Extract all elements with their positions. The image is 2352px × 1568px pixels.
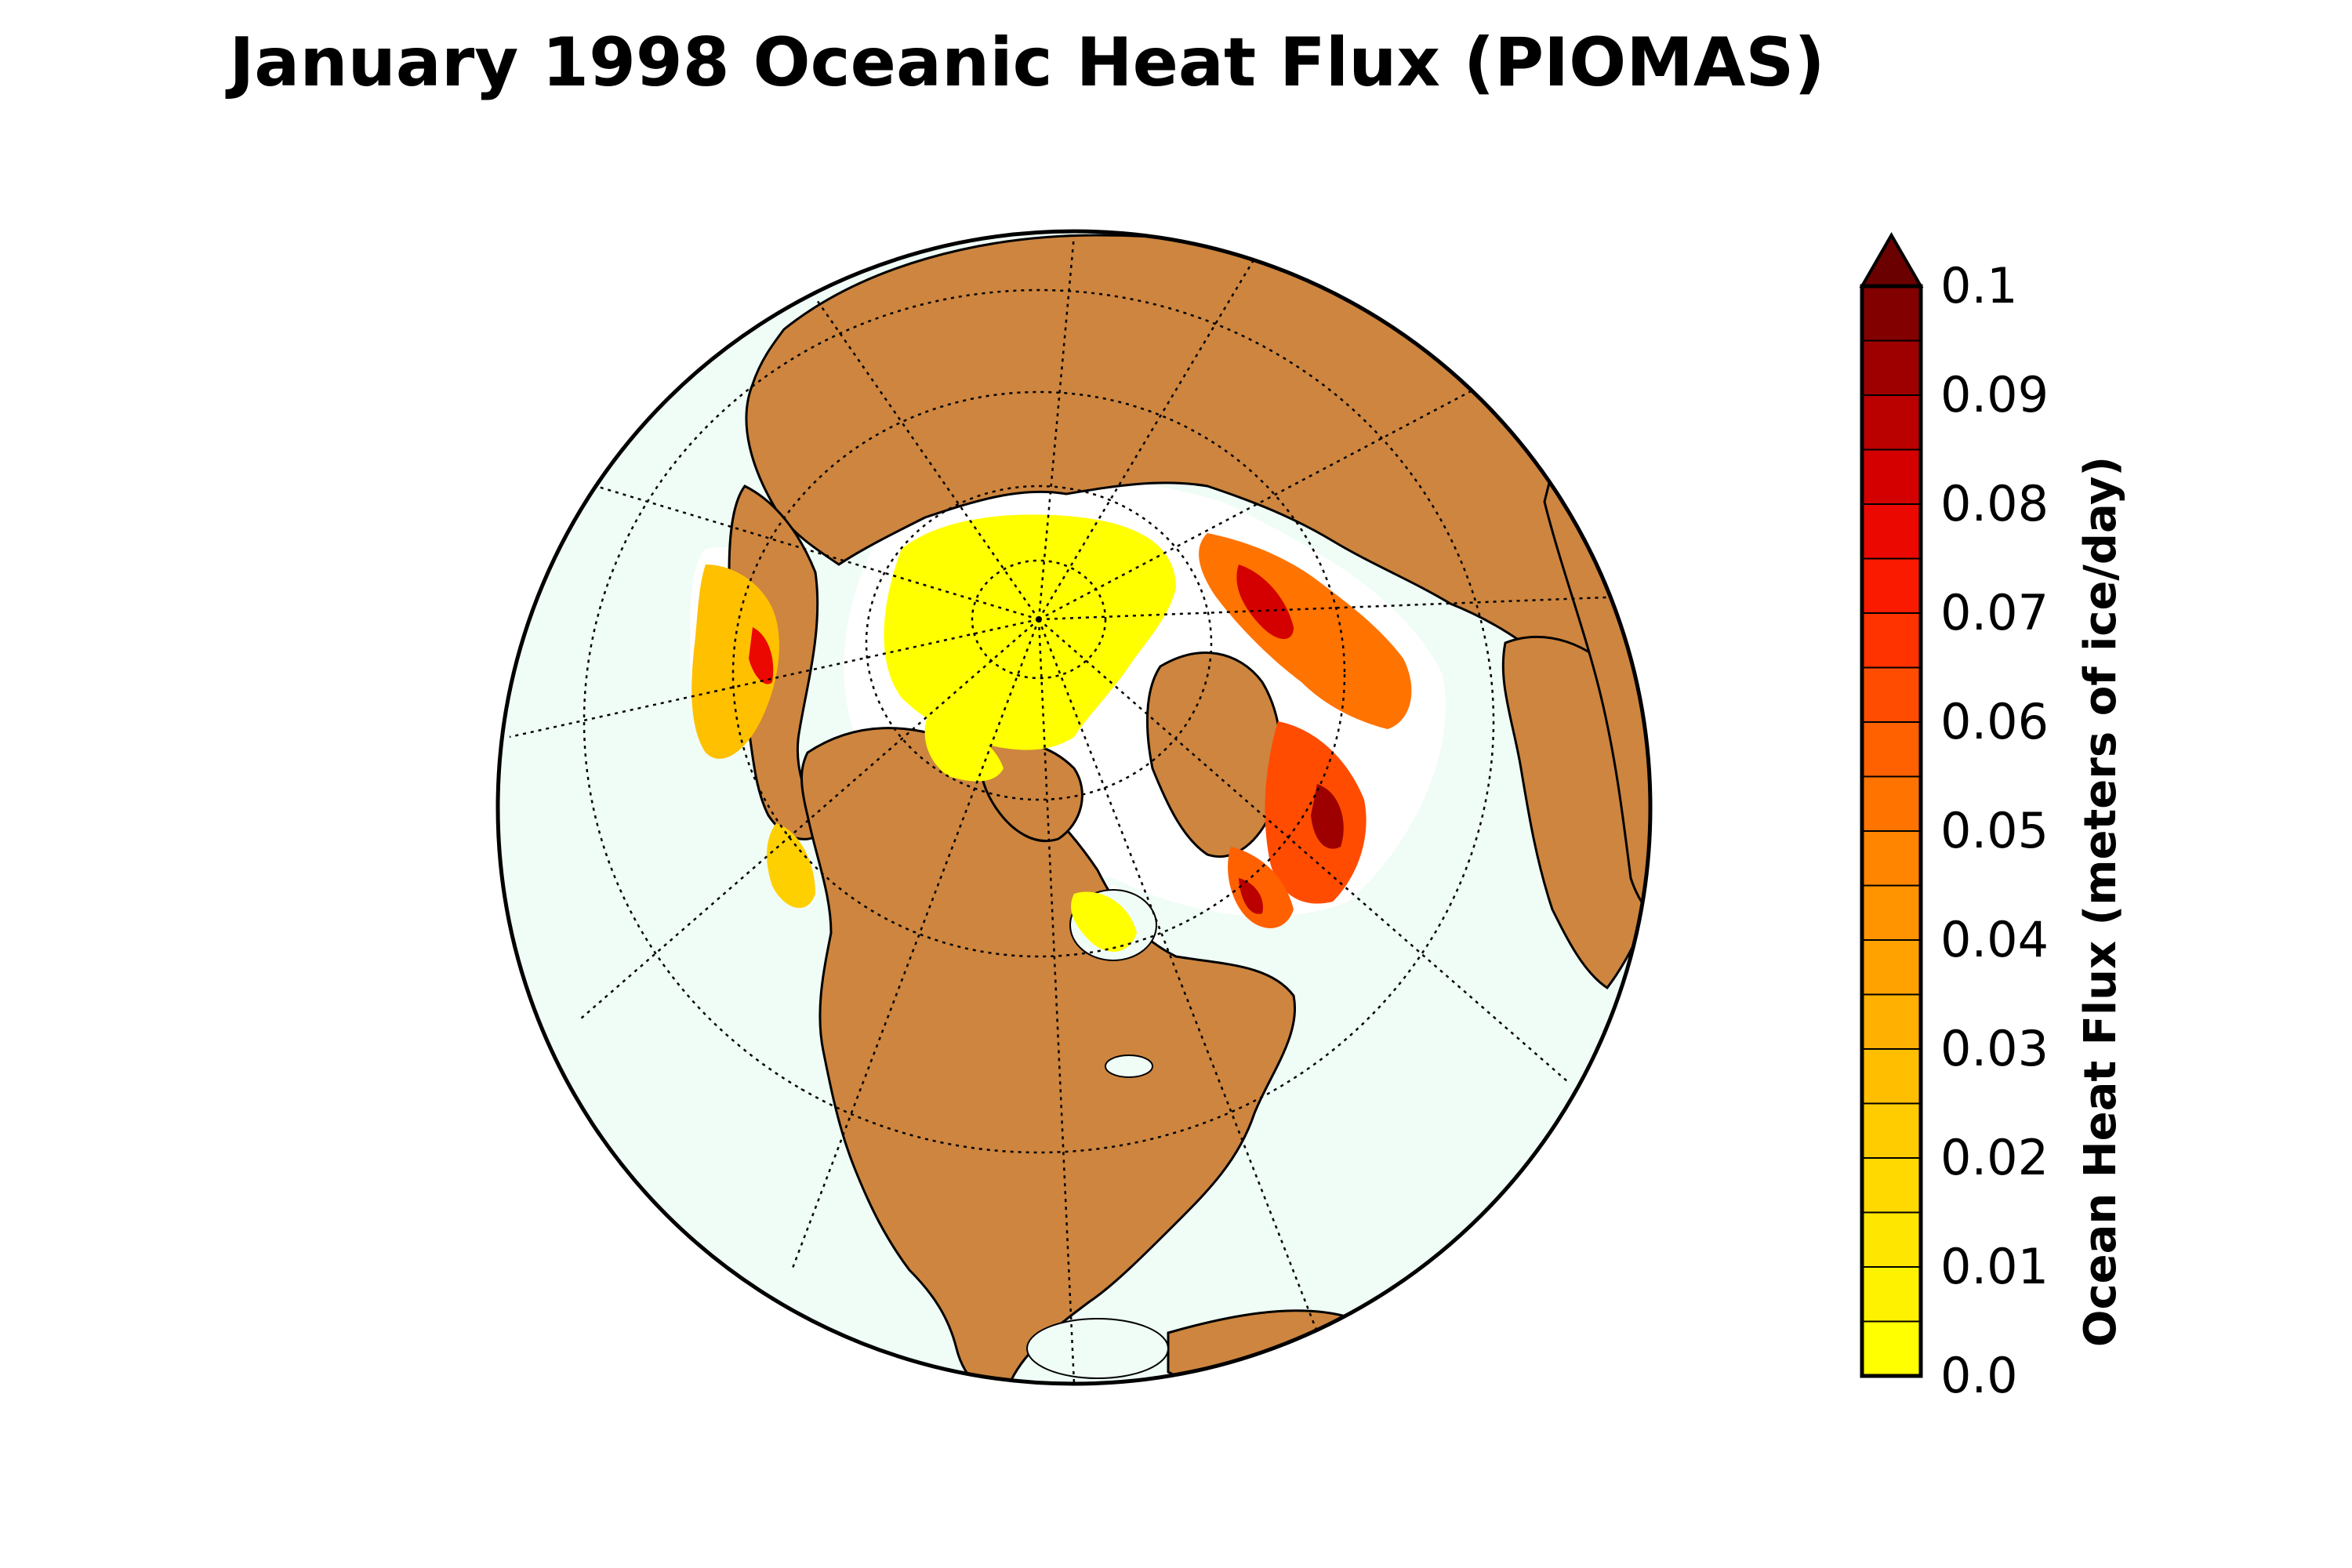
flux-beaufort: [924, 706, 1004, 782]
colorbar-label: Ocean Heat Flux (meters of ice/day): [2075, 456, 2126, 1348]
eastern-land: [1543, 437, 1650, 920]
colorbar-segment: [1861, 830, 1922, 887]
great-lakes: [1105, 1054, 1153, 1078]
arctic-islands-land: [979, 740, 1083, 843]
colorbar-tick-label: 0.03: [1940, 1020, 2049, 1077]
colorbar-tick-label: 0.07: [1940, 584, 2049, 641]
colorbar-tick-label: 0.04: [1940, 911, 2049, 968]
north-america-land: [800, 727, 1296, 1384]
colorbar-segment: [1861, 557, 1922, 614]
colorbar-segment: [1861, 939, 1922, 996]
colorbar-segment: [1861, 503, 1922, 560]
colorbar-segment: [1861, 394, 1922, 451]
colorbar-segment: [1861, 285, 1922, 342]
colorbar-segment: [1861, 775, 1922, 832]
flux-bering: [691, 564, 779, 759]
colorbar: [1859, 231, 1924, 1378]
colorbar-segment: [1861, 884, 1922, 941]
colorbar-tick-label: 0.01: [1940, 1238, 2049, 1295]
flux-labrador-red: [1239, 878, 1263, 914]
flux-labrador-sea: [1228, 847, 1294, 928]
colorbar-tick-label: 0.0: [1940, 1347, 2018, 1404]
colorbar-tick-label: 0.1: [1940, 257, 2018, 314]
colorbar-tick-label: 0.02: [1940, 1129, 2049, 1186]
graticule: [498, 231, 1650, 1384]
colorbar-segment: [1861, 1266, 1922, 1323]
colorbar-tick-label: 0.09: [1940, 366, 2049, 423]
globe-outline: [495, 229, 1653, 1386]
colorbar-segment: [1861, 1048, 1922, 1105]
colorbar-segment: [1861, 721, 1922, 778]
greenland-land: [1145, 652, 1283, 858]
flux-greenland-sea-dark: [1311, 784, 1344, 849]
flux-bering-red: [749, 627, 774, 684]
flux-barents-red: [1236, 564, 1294, 639]
colorbar-segment: [1861, 993, 1922, 1050]
figure-title: January 1998 Oceanic Heat Flux (PIOMAS): [229, 24, 1825, 102]
colorbar-extend-triangle: [1859, 231, 1924, 288]
flux-baffin-yellow: [1071, 891, 1137, 952]
flux-okhotsk: [767, 823, 815, 909]
colorbar-segment: [1861, 612, 1922, 669]
colorbar-tick-label: 0.08: [1940, 475, 2049, 532]
colorbar-segment: [1861, 1320, 1922, 1377]
colorbar-segment: [1861, 448, 1922, 505]
flux-central-arctic: [884, 514, 1176, 750]
gulf-of-mexico: [1026, 1318, 1169, 1379]
south-america-land: [1167, 1309, 1417, 1384]
colorbar-segment: [1861, 1102, 1922, 1159]
colorbar-segment: [1861, 1211, 1922, 1268]
colorbar-tick-label: 0.05: [1940, 802, 2049, 859]
colorbar-segment: [1861, 666, 1922, 723]
colorbar-outline: [1860, 284, 1923, 1378]
colorbar-tick-label: 0.06: [1940, 693, 2049, 750]
colorbar-segment: [1861, 1157, 1922, 1214]
colorbar-segment: [1861, 339, 1922, 396]
